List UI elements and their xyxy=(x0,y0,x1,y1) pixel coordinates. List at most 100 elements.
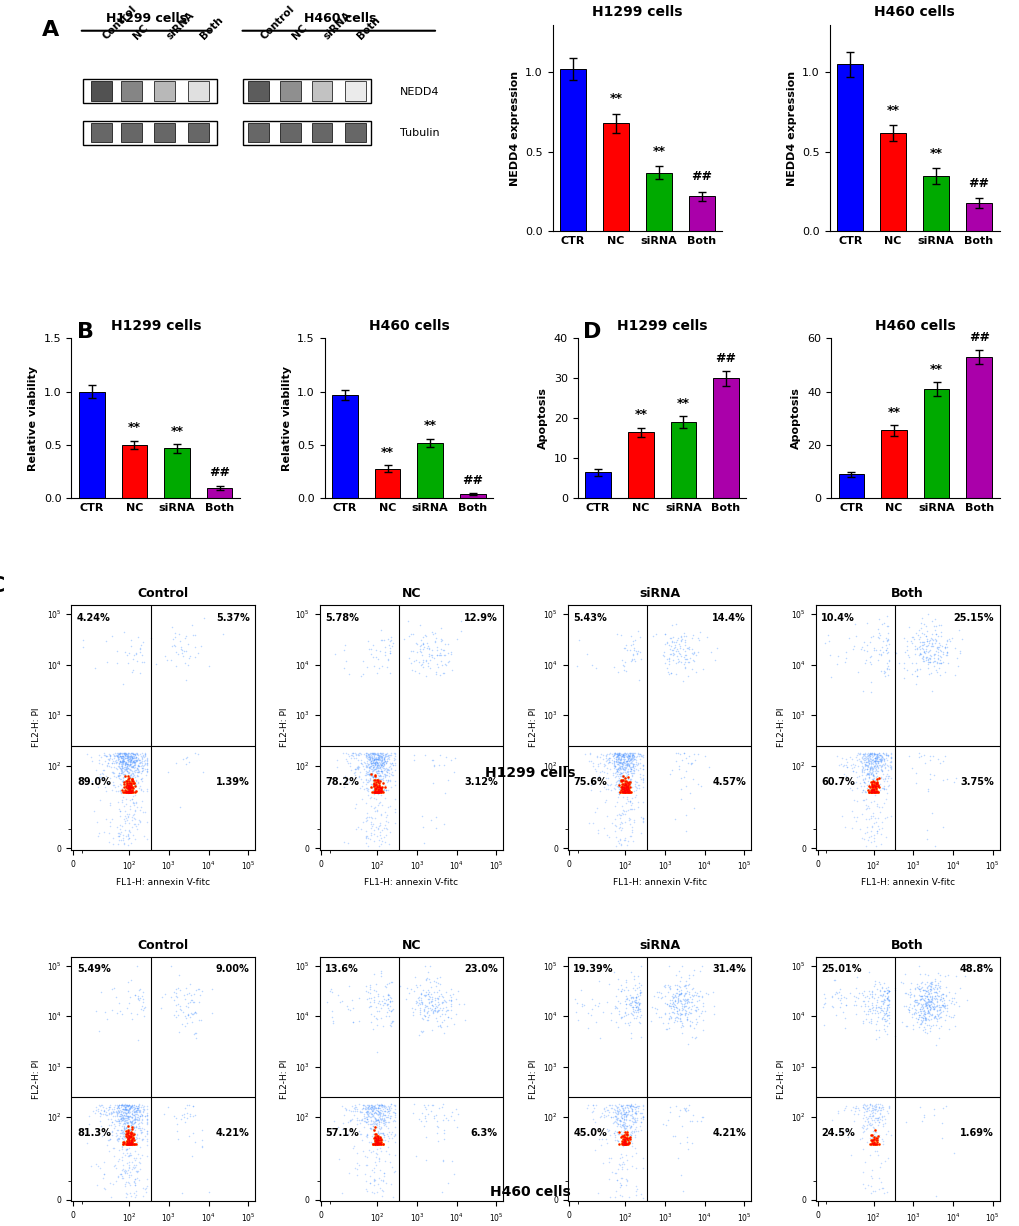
Point xyxy=(127,1110,144,1129)
Point xyxy=(361,750,377,770)
Point xyxy=(622,772,638,792)
Point xyxy=(375,758,391,777)
Point xyxy=(917,639,933,658)
Point xyxy=(371,758,387,777)
Point xyxy=(180,1096,197,1116)
Point xyxy=(597,747,613,766)
Point xyxy=(133,635,150,655)
Point xyxy=(865,752,881,771)
Point xyxy=(120,829,137,848)
Point xyxy=(117,1183,133,1203)
Point xyxy=(115,1100,131,1119)
Point xyxy=(910,1005,926,1025)
Point xyxy=(164,636,180,656)
Point xyxy=(118,1134,135,1154)
Point xyxy=(935,997,952,1016)
Point xyxy=(621,808,637,828)
Point xyxy=(900,647,916,667)
Point xyxy=(619,1134,635,1154)
Point xyxy=(127,1186,144,1205)
Point xyxy=(620,1133,636,1152)
Point xyxy=(101,1130,117,1150)
Point xyxy=(621,782,637,802)
Point xyxy=(632,745,648,765)
Point xyxy=(119,754,136,774)
Point xyxy=(172,797,189,817)
Point xyxy=(676,976,692,996)
Point xyxy=(120,754,137,774)
Point xyxy=(837,1123,853,1143)
Text: **: ** xyxy=(423,419,436,433)
Point xyxy=(358,812,374,831)
Point xyxy=(927,652,944,672)
Point xyxy=(371,813,387,832)
Point xyxy=(628,988,644,1008)
Text: Tubulin: Tubulin xyxy=(399,129,439,139)
Point xyxy=(88,1103,104,1123)
Point xyxy=(662,997,679,1016)
Point xyxy=(117,1134,133,1154)
Point xyxy=(118,777,135,797)
Point xyxy=(122,1122,139,1141)
Point xyxy=(913,986,929,1005)
Point xyxy=(368,755,384,775)
Point xyxy=(428,1008,444,1027)
Point xyxy=(598,1119,614,1139)
Point xyxy=(374,774,390,793)
Point xyxy=(116,754,132,774)
Point xyxy=(866,1130,882,1150)
Point xyxy=(623,1116,639,1135)
Point xyxy=(435,1095,451,1114)
Point xyxy=(83,747,99,766)
Point xyxy=(119,748,136,767)
Point xyxy=(606,998,623,1018)
Point xyxy=(862,772,878,792)
Point xyxy=(125,1128,142,1148)
Point xyxy=(863,772,879,792)
Point xyxy=(913,988,929,1008)
Point xyxy=(861,749,877,769)
Point xyxy=(628,759,644,779)
Point xyxy=(369,764,385,783)
Point xyxy=(623,1105,639,1124)
Point xyxy=(868,775,884,794)
Point xyxy=(111,763,127,782)
Point xyxy=(120,1159,137,1178)
Point xyxy=(122,1127,139,1146)
Point xyxy=(122,1127,139,1146)
Point xyxy=(931,977,948,997)
Point xyxy=(864,752,880,771)
Point xyxy=(620,756,636,776)
Point xyxy=(624,997,640,1016)
Point xyxy=(614,801,631,820)
Point xyxy=(914,647,930,667)
Point xyxy=(119,805,136,825)
Point xyxy=(366,1132,382,1151)
Point xyxy=(105,752,121,771)
Point xyxy=(366,755,382,775)
Point xyxy=(358,829,374,848)
Point xyxy=(180,997,197,1016)
Point xyxy=(121,775,138,794)
Point xyxy=(120,1107,137,1127)
Point xyxy=(122,782,139,802)
Bar xyxy=(965,202,990,232)
Point xyxy=(618,1130,634,1150)
Point xyxy=(605,1100,622,1119)
Point xyxy=(364,753,380,772)
Point xyxy=(929,633,946,652)
Point xyxy=(931,1016,948,1036)
Point xyxy=(580,1018,596,1037)
Point xyxy=(121,761,138,781)
Point xyxy=(368,782,384,802)
Point xyxy=(863,780,879,799)
Point xyxy=(871,1103,888,1123)
Point xyxy=(609,744,626,764)
Point xyxy=(332,992,348,1011)
Point xyxy=(122,1119,139,1139)
Point xyxy=(370,772,386,792)
Point xyxy=(614,782,631,802)
Point xyxy=(120,765,137,785)
Point xyxy=(133,753,150,772)
Point xyxy=(860,962,876,982)
